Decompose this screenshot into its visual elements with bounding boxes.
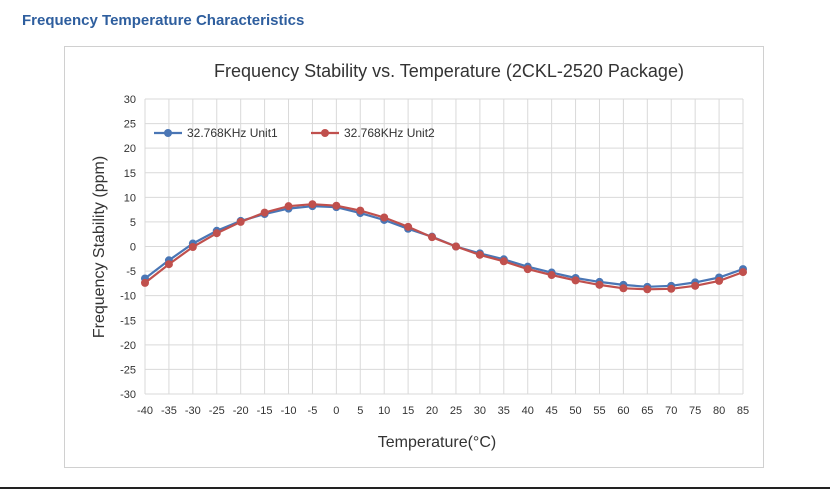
data-point-unit2 [380,213,389,222]
legend-marker-unit1 [164,129,172,137]
x-tick-label: -30 [185,405,201,417]
x-tick-label: 15 [402,405,414,417]
data-point-unit2 [547,271,556,280]
x-tick-label: -5 [308,405,318,417]
x-tick-label: 55 [593,405,605,417]
data-point-unit2 [523,265,532,274]
data-point-unit2 [691,281,700,290]
x-tick-label: 60 [617,405,629,417]
y-tick-label: -30 [120,389,136,401]
y-tick-label: -10 [120,291,136,303]
y-tick-label: 10 [124,192,136,204]
y-tick-label: 30 [124,94,136,106]
data-point-unit2 [595,280,604,289]
legend-label-unit2: 32.768KHz Unit2 [344,126,435,140]
data-point-unit2 [164,260,173,269]
x-tick-label: 35 [498,405,510,417]
data-point-unit2 [188,242,197,251]
x-tick-label: 30 [474,405,486,417]
y-tick-label: 20 [124,143,136,155]
x-tick-label: -25 [209,405,225,417]
chart-title: Frequency Stability vs. Temperature (2CK… [214,61,684,81]
x-tick-label: -35 [161,405,177,417]
x-tick-label: -10 [281,405,297,417]
y-axis-label: Frequency Stability (ppm) [91,156,108,338]
data-point-unit2 [475,250,484,259]
x-axis-label: Temperature(°C) [378,434,496,451]
data-point-unit2 [141,278,149,287]
y-tick-label: 5 [130,217,136,229]
legend-marker-unit2 [321,129,329,137]
y-tick-label: -15 [120,315,136,327]
x-tick-label: 85 [737,405,749,417]
data-point-unit2 [236,217,245,226]
x-tick-label: 5 [357,405,363,417]
x-tick-label: 70 [665,405,677,417]
data-point-unit2 [571,276,580,285]
x-tick-label: 80 [713,405,725,417]
data-point-unit2 [619,284,628,293]
series-line-unit2 [144,203,744,291]
x-tick-label: 75 [689,405,701,417]
y-tick-label: 0 [130,242,136,254]
x-tick-label: -15 [257,405,273,417]
series-layer [141,200,747,294]
data-point-unit2 [260,208,269,217]
y-tick-label: 15 [124,168,136,180]
data-point-unit2 [212,229,221,238]
x-tick-label: 10 [378,405,390,417]
x-tick-label: 25 [450,405,462,417]
data-point-unit2 [451,242,460,251]
data-point-unit2 [308,200,317,209]
section-heading: Frequency Temperature Characteristics [22,12,305,29]
data-point-unit2 [284,202,293,211]
y-tick-label: 25 [124,119,136,131]
data-point-unit2 [667,284,676,293]
grid-lines [144,98,744,395]
data-point-unit2 [499,257,508,266]
y-tick-label: -25 [120,364,136,376]
bottom-rule [0,487,830,489]
y-tick-label: -20 [120,340,136,352]
data-point-unit2 [643,285,652,294]
x-tick-label: 20 [426,405,438,417]
data-point-unit2 [404,222,413,231]
x-tick-label: -20 [233,405,249,417]
x-tick-label: 50 [569,405,581,417]
x-tick-label: 40 [522,405,534,417]
x-tick-label: 65 [641,405,653,417]
legend-label-unit1: 32.768KHz Unit1 [187,126,278,140]
x-tick-label: 0 [333,405,339,417]
x-tick-label: -40 [137,405,153,417]
data-point-unit2 [715,276,724,285]
x-tick-label: 45 [546,405,558,417]
data-point-unit2 [356,206,365,215]
data-point-unit2 [428,233,437,242]
data-point-unit2 [332,201,341,210]
y-tick-label: -5 [126,266,136,278]
data-point-unit2 [739,268,747,277]
legend: 32.768KHz Unit1 32.768KHz Unit2 [154,126,435,140]
